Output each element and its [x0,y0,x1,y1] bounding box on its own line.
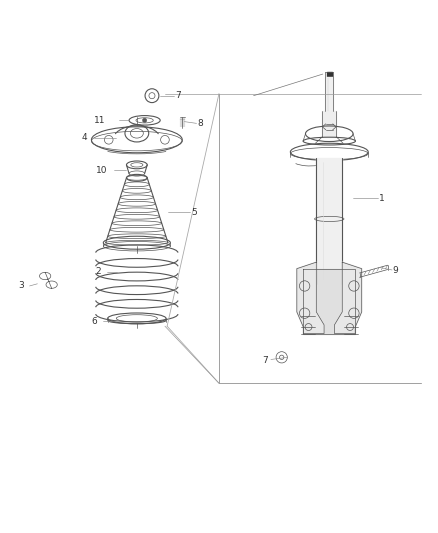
Polygon shape [304,269,355,334]
Text: 4: 4 [81,133,87,142]
Text: 1: 1 [379,193,385,203]
Text: 9: 9 [393,266,399,276]
Text: 3: 3 [18,281,24,290]
Text: 2: 2 [96,267,101,276]
Circle shape [142,118,147,123]
Text: 7: 7 [262,356,268,365]
Text: 7: 7 [175,91,180,100]
Text: 8: 8 [198,119,203,128]
Polygon shape [297,262,324,334]
Text: 5: 5 [191,207,197,216]
Text: 6: 6 [91,317,97,326]
Text: 10: 10 [96,166,107,175]
Polygon shape [335,262,362,334]
Text: 11: 11 [94,116,106,125]
